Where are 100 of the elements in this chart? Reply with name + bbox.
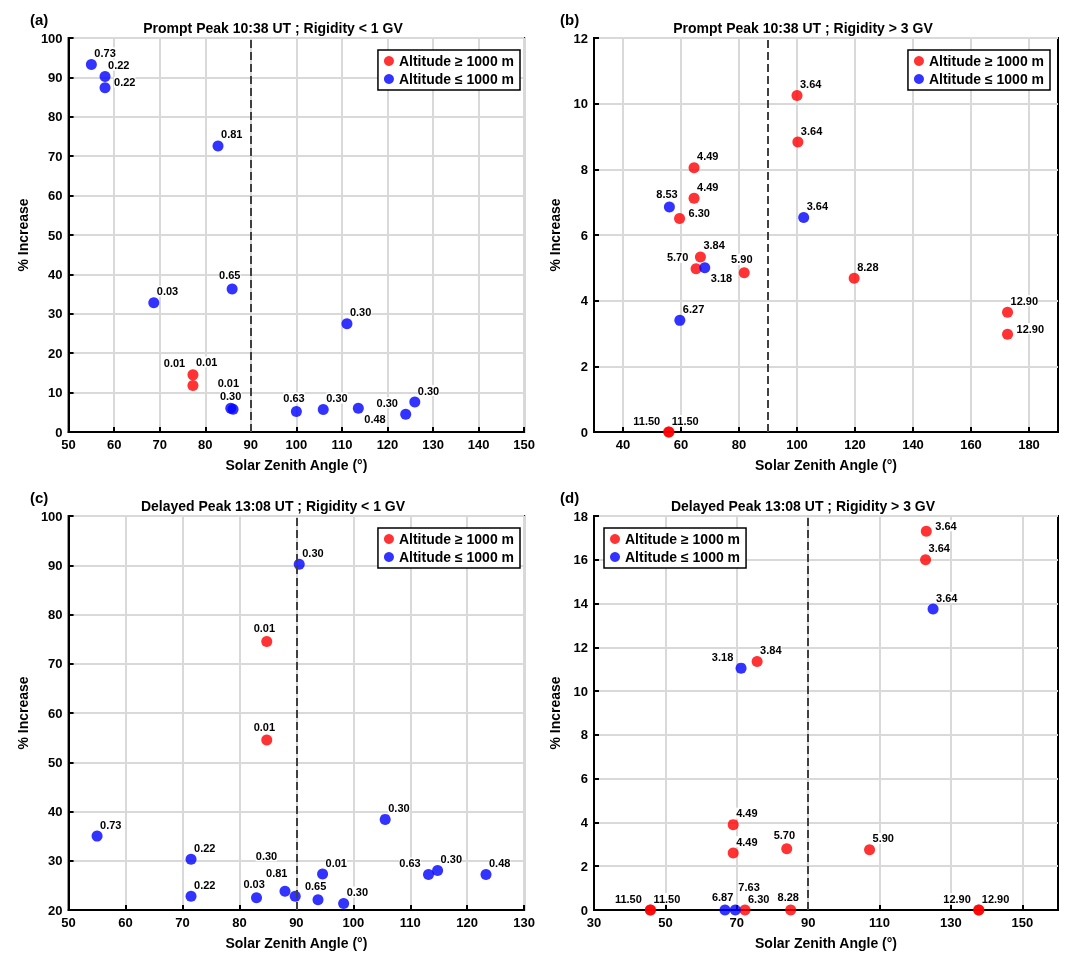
legend-label: Altitude ≥ 1000 m (928, 53, 1045, 69)
y-tick-label: 10 (48, 385, 63, 401)
y-tick-label: 50 (48, 227, 63, 243)
annotation: 7.63 (738, 880, 760, 893)
annotation: 0.01 (163, 357, 186, 370)
legend-label: Altitude ≤ 1000 m (625, 549, 741, 565)
y-tick-label: 30 (48, 306, 63, 322)
chart-title: Prompt Peak 10:38 UT ; Rigidity > 3 GV (673, 20, 934, 36)
annotation: 12.90 (981, 892, 1010, 905)
x-tick-label: 150 (1011, 915, 1034, 930)
annotation: 11.50 (633, 414, 661, 427)
x-tick-label: 60 (118, 915, 133, 930)
y-tick-label: 14 (573, 596, 589, 612)
annotation: 0.30 (326, 392, 348, 405)
x-tick-label: 100 (786, 437, 808, 452)
annotation: 0.03 (156, 285, 179, 298)
text: (b) (560, 11, 580, 28)
annotation: 0.65 (219, 269, 241, 282)
annotation: 0.30 (219, 389, 242, 402)
annotation: 5.70 (773, 829, 796, 842)
x-tick-label: 70 (729, 915, 744, 930)
annotation: 0.30 (349, 306, 372, 319)
y-tick-label: 70 (48, 656, 63, 672)
y-axis-title: % Increase (15, 676, 31, 750)
x-tick-label: 70 (152, 437, 167, 452)
annotation: 4.49 (736, 835, 758, 848)
y-tick-label: 0 (580, 424, 588, 440)
annotation: 3.64 (936, 591, 959, 604)
y-tick-label: 12 (573, 639, 588, 655)
x-tick-label: 60 (106, 437, 122, 452)
x-tick-label: 70 (175, 915, 190, 930)
chart-title: Delayed Peak 13:08 UT ; Rigidity > 3 GV (670, 498, 936, 514)
annotation: 0.01 (325, 856, 347, 869)
y-tick-label: 12 (573, 30, 588, 46)
annotation: 3.64 (928, 542, 951, 555)
x-axis-title: Solar Zenith Angle (°) (755, 935, 897, 951)
annotation: 0.30 (255, 849, 278, 862)
y-tick-label: 2 (580, 358, 588, 374)
x-tick-label: 150 (513, 437, 536, 452)
chart-title: Delayed Peak 13:08 UT ; Rigidity < 1 GV (140, 498, 406, 514)
annotation: 4.49 (697, 150, 719, 163)
x-tick-label: 140 (902, 437, 924, 452)
annotation: 0.30 (346, 886, 369, 899)
y-tick-label: 0 (580, 902, 588, 918)
y-axis-title: % Increase (15, 198, 31, 272)
y-tick-label: 100 (40, 508, 63, 524)
x-tick-label: 140 (467, 437, 490, 452)
annotation: 8.28 (857, 260, 879, 273)
annotation: 0.30 (302, 546, 324, 559)
y-tick-label: 70 (48, 148, 63, 164)
y-axis-title: % Increase (547, 676, 563, 750)
y-tick-label: 2 (580, 858, 588, 874)
x-tick-label: 80 (731, 437, 747, 452)
annotation: 3.84 (760, 644, 783, 657)
y-tick-label: 60 (48, 705, 63, 721)
x-tick-label: 50 (658, 915, 673, 930)
y-tick-label: 16 (573, 552, 588, 568)
x-tick-label: 100 (342, 915, 365, 930)
y-axis-title: % Increase (547, 198, 563, 272)
annotation: 0.01 (195, 356, 218, 369)
annotation: 12.90 (1010, 294, 1039, 307)
y-tick-label: 80 (48, 109, 63, 125)
y-tick-label: 4 (580, 293, 589, 309)
text: (c) (30, 489, 49, 506)
y-tick-label: 40 (48, 266, 63, 282)
y-tick-label: 30 (48, 853, 63, 869)
annotation: 3.64 (806, 200, 829, 213)
annotation: 3.18 (711, 650, 734, 663)
x-tick-label: 110 (399, 915, 421, 930)
x-tick-label: 110 (331, 437, 353, 452)
annotation: 3.64 (800, 124, 824, 137)
y-tick-label: 20 (48, 902, 63, 918)
x-tick-label: 130 (513, 915, 536, 930)
annotation: 0.63 (283, 392, 305, 405)
annotation: 0.01 (253, 720, 276, 733)
text: (a) (30, 11, 49, 28)
x-tick-label: 80 (232, 915, 247, 930)
legend-label: Altitude ≤ 1000 m (928, 71, 1045, 87)
y-tick-label: 8 (580, 161, 588, 177)
annotation: 3.64 (935, 519, 958, 532)
legend-label: Altitude ≤ 1000 m (398, 549, 515, 565)
annotation: 12.90 (943, 892, 971, 905)
annotation: 0.03 (243, 878, 265, 891)
text: (d) (560, 489, 580, 506)
x-axis-title: Solar Zenith Angle (°) (225, 935, 368, 951)
y-tick-label: 100 (40, 30, 63, 46)
y-tick-label: 18 (573, 508, 588, 524)
annotation: 0.81 (266, 866, 288, 879)
annotation: 8.53 (656, 187, 678, 200)
annotation: 8.28 (777, 890, 799, 903)
annotation: 6.27 (682, 302, 705, 315)
annotation: 0.63 (399, 857, 421, 870)
x-tick-label: 60 (673, 437, 689, 452)
annotation: 0.73 (100, 818, 122, 831)
x-axis-title: Solar Zenith Angle (°) (225, 457, 368, 473)
annotation: 3.64 (800, 77, 823, 90)
y-tick-label: 8 (580, 727, 588, 743)
annotation: 5.90 (731, 253, 753, 266)
legend-label: Altitude ≥ 1000 m (398, 53, 515, 69)
y-tick-label: 10 (573, 96, 588, 112)
